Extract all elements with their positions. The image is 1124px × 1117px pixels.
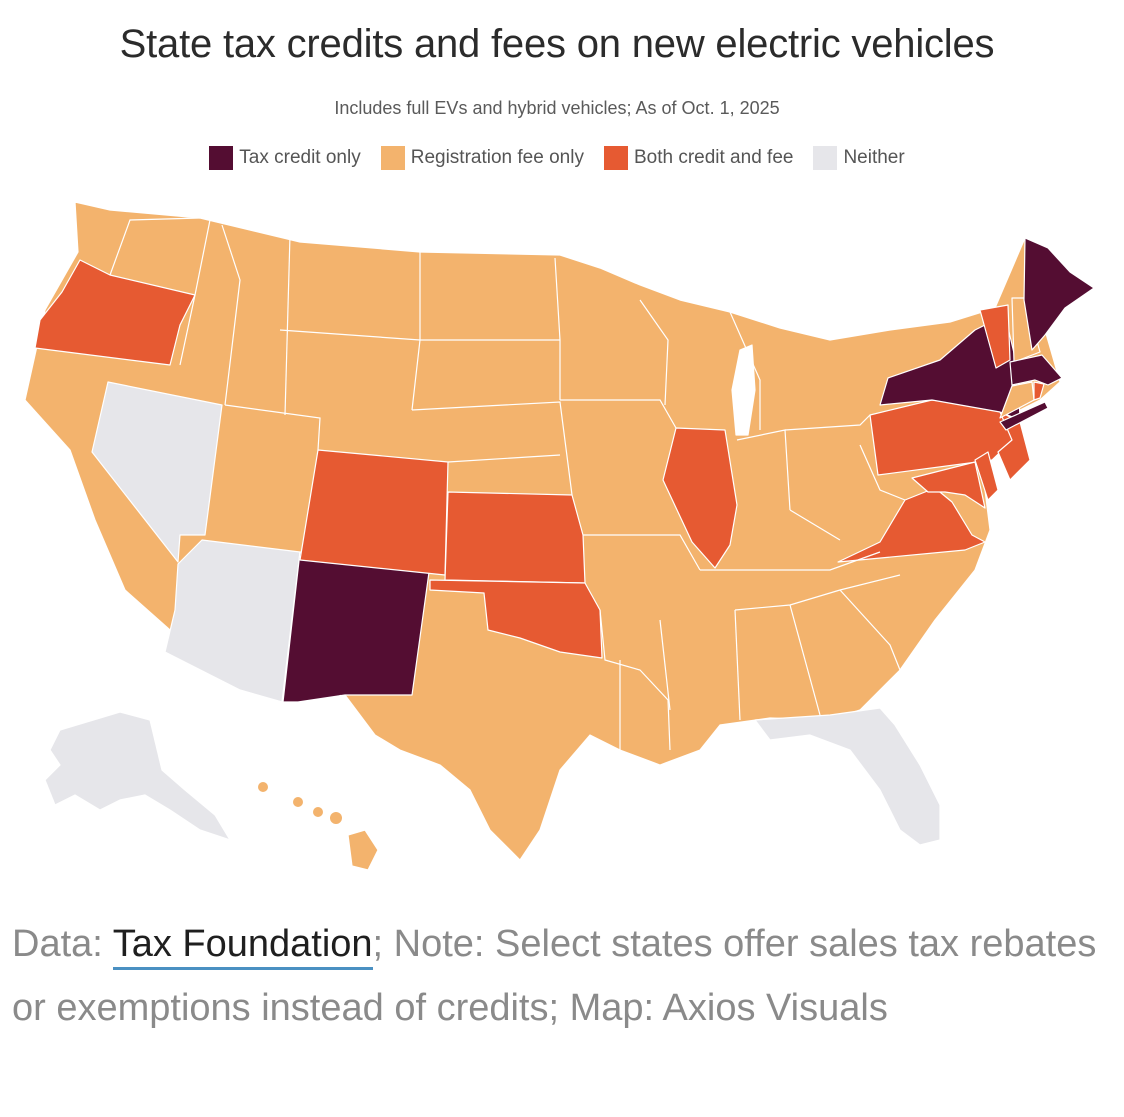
state-florida <box>754 707 941 846</box>
legend-item-neither: Neither <box>813 146 905 170</box>
state-colorado <box>299 449 449 576</box>
state-maryland <box>911 461 986 509</box>
state-alaska <box>44 711 231 841</box>
state-illinois <box>662 427 738 569</box>
chart-title: State tax credits and fees on new electr… <box>119 22 995 66</box>
state-arizona <box>164 539 301 703</box>
source-prefix: Data: <box>12 923 113 965</box>
lake-michigan <box>731 344 756 436</box>
legend-item-tax-credit-only: Tax credit only <box>209 146 361 170</box>
state-long-island <box>999 401 1049 431</box>
state-new-mexico <box>282 551 431 703</box>
legend-item-both-credit-and-fee: Both credit and fee <box>603 146 794 170</box>
state-kansas <box>444 491 586 584</box>
state-virginia <box>837 487 986 563</box>
legend: Tax credit only Registration fee only Bo… <box>0 146 1114 170</box>
state-maine <box>1023 237 1095 351</box>
state-oregon <box>34 259 196 366</box>
source-footer: Data: Tax Foundation; Note: Select state… <box>12 912 1102 1040</box>
legend-label: Registration fee only <box>410 147 584 168</box>
legend-swatch <box>380 146 405 170</box>
legend-item-registration-fee-only: Registration fee only <box>380 146 584 170</box>
tax-foundation-link[interactable]: Tax Foundation <box>112 923 373 970</box>
legend-swatch <box>603 146 628 170</box>
state-massachusetts <box>1009 354 1063 386</box>
state-new-york <box>879 314 1021 421</box>
chart-subtitle: Includes full EVs and hybrid vehicles; A… <box>334 98 780 118</box>
state-oklahoma <box>429 579 603 659</box>
legend-label: Tax credit only <box>239 147 361 168</box>
legend-label: Both credit and fee <box>633 147 794 168</box>
state-hawaii <box>258 782 379 871</box>
source-note: ; Note: Select states offer sales tax re… <box>12 923 1097 1029</box>
state-rhode-island <box>1033 381 1045 401</box>
state-nevada <box>91 381 223 563</box>
state-delaware <box>974 451 999 501</box>
legend-swatch <box>813 146 838 170</box>
state-borders <box>109 217 906 791</box>
legend-swatch <box>209 146 234 170</box>
state-vermont <box>979 304 1011 369</box>
us-map <box>0 190 1124 880</box>
legend-label: Neither <box>843 147 905 168</box>
